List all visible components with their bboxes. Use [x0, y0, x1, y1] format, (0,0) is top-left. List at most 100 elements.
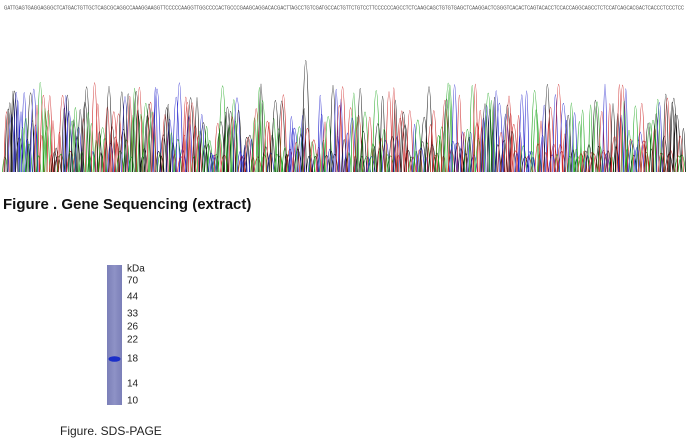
- figure-caption: Figure . Gene Sequencing (extract): [3, 196, 251, 213]
- trace-peak: [4, 108, 12, 173]
- trace-peak: [258, 83, 264, 173]
- trace-peak: [123, 139, 131, 173]
- trace-peak: [618, 115, 624, 173]
- trace-peak: [469, 85, 476, 173]
- trace-peak: [392, 99, 398, 173]
- trace-peak: [599, 150, 608, 173]
- trace-peak: [195, 135, 203, 173]
- trace-peak: [22, 117, 30, 173]
- trace-peak: [577, 152, 585, 173]
- trace-peak: [232, 120, 239, 173]
- trace-peak: [261, 146, 270, 173]
- trace-peak: [481, 103, 489, 173]
- trace-peak: [292, 142, 301, 173]
- trace-peak: [610, 103, 616, 173]
- trace-peak: [610, 136, 619, 173]
- trace-peak: [28, 120, 36, 173]
- trace-peak: [88, 123, 95, 173]
- trace-peak: [155, 151, 162, 173]
- trace-peak: [162, 107, 171, 173]
- trace-peak: [284, 154, 290, 173]
- trace-peak: [271, 100, 280, 173]
- trace-peak: [654, 98, 661, 173]
- trace-peak: [518, 94, 525, 173]
- trace-peak: [639, 140, 648, 173]
- trace-peak: [329, 85, 337, 173]
- trace-peak: [656, 102, 663, 173]
- marker-label: 44: [127, 292, 139, 303]
- trace-peak: [621, 101, 627, 173]
- trace-peak: [330, 153, 339, 173]
- trace-peak: [301, 60, 311, 173]
- trace-peak: [309, 141, 316, 173]
- trace-peak: [273, 153, 281, 173]
- trace-peak: [440, 99, 450, 173]
- trace-peak: [223, 106, 232, 173]
- trace-peak: [649, 119, 657, 173]
- trace-peak: [126, 96, 133, 173]
- trace-peak: [517, 132, 523, 173]
- trace-peak: [479, 126, 485, 173]
- marker-label: 26: [127, 322, 139, 333]
- trace-peak: [346, 107, 355, 173]
- trace-peak: [64, 95, 71, 173]
- trace-peak: [36, 82, 44, 173]
- trace-peak: [206, 140, 213, 173]
- trace-peak: [495, 102, 504, 173]
- trace-peak: [266, 152, 275, 173]
- trace-peak: [137, 114, 145, 173]
- trace-peak: [338, 98, 344, 173]
- trace-peak: [256, 87, 263, 173]
- trace-peak: [102, 138, 109, 173]
- trace-peak: [279, 94, 288, 173]
- figure-caption: Figure. SDS-PAGE: [60, 424, 162, 438]
- trace-peak: [335, 105, 344, 173]
- trace-peak: [366, 117, 373, 173]
- trace-peak: [542, 152, 549, 173]
- trace-peak: [323, 116, 333, 173]
- trace-peak: [526, 151, 534, 173]
- trace-peak: [288, 116, 295, 173]
- trace-peak: [391, 87, 397, 173]
- trace-peak: [500, 140, 508, 173]
- trace-peak: [56, 153, 66, 173]
- trace-peak: [72, 107, 79, 173]
- trace-peak: [672, 115, 682, 173]
- trace-peak: [616, 84, 623, 173]
- trace-peak: [644, 122, 652, 173]
- trace-peak: [305, 155, 313, 173]
- gel-lane: [107, 265, 122, 405]
- trace-peak: [465, 136, 473, 173]
- trace-peak: [538, 120, 544, 173]
- trace-peak: [636, 132, 645, 173]
- trace-peak: [618, 84, 627, 173]
- trace-peak: [472, 83, 479, 173]
- trace-peak: [564, 115, 572, 173]
- trace-peak: [494, 144, 502, 173]
- trace-peak: [34, 104, 40, 173]
- trace-peak: [549, 144, 559, 173]
- trace-peak: [446, 84, 454, 173]
- trace-peak: [384, 154, 391, 173]
- marker-label: 10: [127, 396, 139, 407]
- trace-peak: [461, 132, 467, 173]
- trace-peak: [562, 133, 568, 173]
- trace-peak: [300, 115, 305, 173]
- trace-peak: [125, 93, 132, 173]
- trace-peak: [236, 151, 244, 173]
- trace-peak: [232, 97, 242, 173]
- marker-label: 33: [127, 309, 139, 320]
- trace-peak: [626, 139, 635, 173]
- trace-peak: [456, 95, 463, 173]
- trace-peak: [90, 150, 96, 173]
- trace-peak: [42, 108, 48, 173]
- trace-peak: [640, 141, 650, 173]
- trace-peak: [95, 103, 101, 173]
- trace-peak: [172, 97, 181, 173]
- marker-label: 14: [127, 379, 139, 390]
- trace-peak: [404, 150, 413, 173]
- trace-peak: [434, 152, 440, 173]
- trace-peak: [598, 111, 606, 173]
- trace-peak: [449, 141, 457, 173]
- trace-peak: [116, 150, 125, 173]
